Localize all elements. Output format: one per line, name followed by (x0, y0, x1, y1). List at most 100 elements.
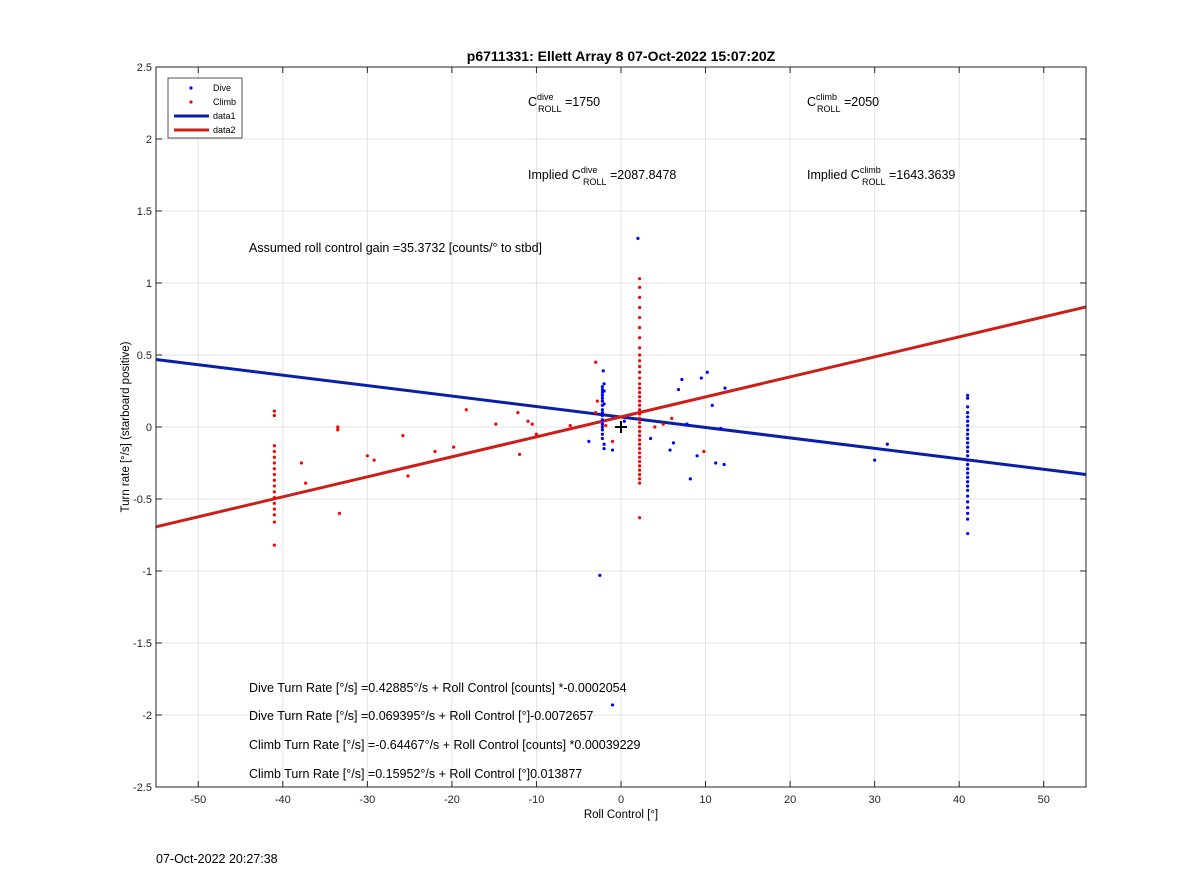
dive-point (966, 449, 970, 454)
climb-point (638, 442, 642, 446)
legend-climb-label: Climb (213, 97, 236, 107)
dive-point (600, 411, 605, 415)
climb-point (594, 411, 598, 415)
climb-point (272, 461, 276, 465)
data-points (272, 236, 970, 707)
legend-data2-label: data2 (213, 125, 236, 135)
x-tick-label: 50 (1038, 794, 1050, 806)
dive-point (966, 423, 970, 428)
dive-point (600, 385, 605, 389)
climb-point (638, 472, 642, 477)
y-tick-label: -0.5 (133, 494, 152, 506)
dive-point (688, 477, 692, 481)
dive-point (966, 445, 970, 449)
climb-point (494, 422, 498, 426)
climb-point (661, 422, 665, 426)
dive-point (600, 422, 605, 426)
dive-point (723, 386, 727, 390)
climb-point (638, 399, 642, 403)
c-roll-climb-annotation: Cclimb ROLL =2050 (807, 92, 879, 114)
climb-point (638, 315, 642, 320)
climb-point (594, 360, 598, 364)
y-tick-label: 2 (146, 134, 152, 146)
dive-point (636, 236, 640, 240)
climb-point (604, 423, 608, 428)
y-tick-label: 1.5 (137, 206, 152, 218)
legend: Dive Climb data1 data2 (167, 77, 243, 139)
dive-point (966, 462, 970, 467)
dive-point (966, 517, 970, 521)
climb-point (406, 474, 410, 478)
dive-point (966, 405, 970, 409)
climb-point (517, 452, 522, 456)
dive-point (600, 428, 605, 432)
climb-point (272, 467, 276, 471)
x-tick-label: 0 (618, 794, 624, 806)
axis-ticks: -50 -40 -30 -20 -10 0 10 20 30 40 50-2.5-2-1.5-1-0… (133, 62, 1086, 806)
dive-point (685, 422, 689, 426)
climb-point (638, 438, 642, 442)
climb-point (568, 423, 572, 428)
chart-title: p6711331: Ellett Array 8 07-Oct-2022 15:… (467, 48, 776, 64)
dive-point (966, 506, 970, 510)
x-tick-label: -10 (529, 794, 545, 806)
climb-point (272, 484, 276, 488)
dive-point (600, 425, 605, 429)
legend-dive-marker (189, 86, 193, 90)
dive-degrees-equation: Dive Turn Rate [°/s] =0.069395°/s + Roll… (249, 709, 593, 723)
print-timestamp: 07-Oct-2022 20:27:38 (156, 852, 278, 866)
y-tick-label: -1.5 (133, 638, 152, 650)
dive-point (705, 370, 709, 374)
x-tick-label: 10 (699, 794, 711, 806)
dive-point (600, 432, 605, 436)
x-tick-label: -50 (190, 794, 206, 806)
climb-point (272, 455, 276, 459)
legend-climb-marker (189, 100, 193, 104)
y-tick-label: 0 (146, 422, 152, 434)
climb-point (272, 444, 276, 448)
climb-point (272, 449, 276, 454)
dive-point (966, 484, 970, 488)
climb-point (638, 346, 642, 350)
climb-point (610, 439, 615, 443)
dive-point (966, 467, 970, 471)
dive-point (966, 500, 970, 504)
climb-point (638, 376, 642, 380)
dive-point (600, 436, 605, 441)
dive-point (601, 369, 605, 373)
y-tick-label: -2.5 (133, 782, 152, 794)
climb-point (452, 445, 456, 449)
climb-point (702, 449, 706, 454)
climb-point (638, 451, 642, 455)
x-tick-label: 40 (953, 794, 965, 806)
climb-point (534, 432, 539, 436)
climb-point (337, 511, 342, 515)
center-cross-marker (615, 421, 627, 433)
climb-point (638, 382, 642, 386)
climb-point (638, 359, 642, 363)
dive-point (710, 403, 714, 407)
climb-point (272, 543, 276, 547)
climb-point (272, 413, 276, 418)
dive-point (602, 382, 606, 386)
dive-point (966, 511, 970, 515)
c-roll-dive-annotation: Cdive ROLL =1750 (528, 92, 600, 114)
climb-point (272, 490, 276, 494)
dive-point (719, 426, 723, 431)
climb-point (372, 458, 376, 462)
climb-point (638, 277, 642, 281)
dive-point (610, 448, 615, 452)
dive-point (966, 480, 970, 484)
dive-point (966, 488, 970, 492)
dive-point (966, 475, 970, 479)
climb-point (464, 408, 468, 412)
climb-point (272, 520, 276, 524)
climb-point (272, 472, 276, 477)
climb-point (638, 464, 642, 468)
climb-point (638, 395, 642, 399)
climb-point (516, 411, 520, 415)
y-axis-label: Turn rate [°/s] (starboard positive) (120, 341, 132, 512)
climb-point (638, 364, 642, 369)
climb-point (530, 422, 534, 426)
climb-point (638, 459, 642, 464)
